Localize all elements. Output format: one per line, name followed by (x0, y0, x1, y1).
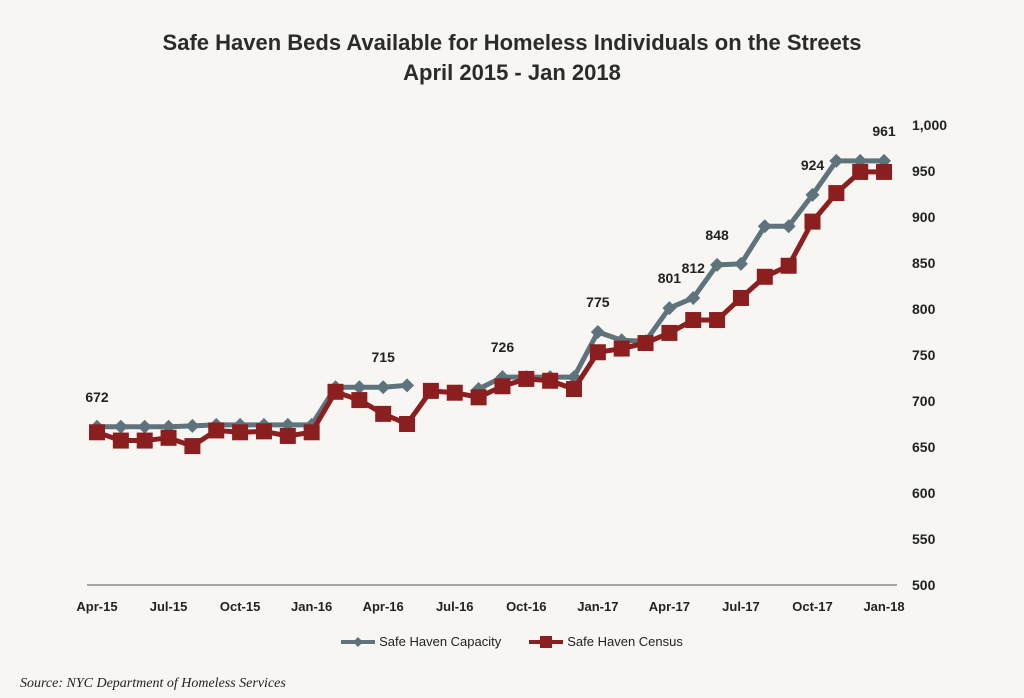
capacity-point (137, 419, 152, 434)
y-tick-label: 950 (912, 163, 936, 179)
census-point (637, 335, 654, 352)
census-point (876, 163, 893, 180)
data-label: 715 (372, 349, 396, 365)
legend-item-census: Safe Haven Census (529, 634, 683, 649)
source-note: Source: NYC Department of Homeless Servi… (20, 676, 286, 691)
data-label: 801 (658, 270, 682, 286)
y-tick-label: 500 (912, 577, 936, 593)
census-point (446, 384, 463, 401)
census-point (566, 381, 582, 398)
census-point (589, 344, 606, 361)
data-label: 775 (586, 294, 610, 310)
census-point (422, 382, 439, 399)
legend-swatch-census (529, 635, 564, 648)
data-label: 672 (85, 389, 109, 405)
capacity-point (781, 219, 796, 234)
census-point (351, 392, 368, 409)
census-point (732, 289, 749, 306)
x-tick-label: Oct-15 (220, 599, 260, 614)
chart-subtitle: April 2015 - Jan 2018 (403, 60, 621, 85)
x-tick-label: Oct-17 (792, 599, 832, 614)
census-point (303, 424, 320, 441)
census-point (375, 405, 392, 422)
census-point (613, 340, 630, 357)
y-tick-label: 1,000 (912, 117, 947, 133)
capacity-point (113, 419, 128, 434)
census-point (494, 378, 511, 395)
data-label: 726 (491, 339, 515, 355)
census-point (804, 213, 821, 230)
census-point (470, 389, 487, 406)
legend: Safe Haven Capacity Safe Haven Census (0, 634, 1024, 649)
x-tick-label: Apr-16 (363, 599, 404, 614)
y-tick-label: 850 (912, 255, 936, 271)
census-point (756, 268, 773, 285)
data-label: 924 (801, 157, 825, 173)
census-point (327, 383, 344, 400)
census-point (828, 185, 845, 202)
x-tick-label: Jan-16 (291, 599, 332, 614)
census-point (542, 372, 559, 389)
capacity-point (376, 380, 391, 395)
y-tick-label: 550 (912, 531, 936, 547)
y-tick-label: 800 (912, 301, 936, 317)
x-tick-label: Jan-18 (863, 599, 904, 614)
capacity-point (805, 187, 820, 202)
x-tick-label: Jul-16 (436, 599, 474, 614)
census-point (279, 427, 296, 444)
census-point (399, 416, 416, 432)
capacity-point (185, 418, 200, 433)
census-point (255, 423, 272, 440)
capacity-point (829, 153, 844, 168)
capacity-point (400, 378, 415, 393)
capacity-point (352, 380, 367, 395)
census-point (208, 422, 225, 439)
y-tick-label: 700 (912, 393, 936, 409)
x-tick-label: Jul-17 (722, 599, 760, 614)
y-tick-label: 750 (912, 347, 936, 363)
census-point (112, 432, 129, 449)
x-tick-label: Jan-17 (577, 599, 618, 614)
y-tick-label: 650 (912, 439, 936, 455)
data-label: 848 (705, 227, 729, 243)
data-label: 961 (872, 123, 896, 139)
legend-swatch-capacity (341, 636, 376, 647)
census-point (89, 424, 105, 441)
legend-label-census: Safe Haven Census (567, 634, 683, 649)
capacity-point (662, 301, 677, 316)
chart-title: Safe Haven Beds Available for Homeless I… (162, 30, 862, 55)
data-label: 812 (682, 260, 706, 276)
census-line (96, 169, 885, 449)
census-point (232, 424, 249, 441)
capacity-point (686, 290, 701, 305)
capacity-point (733, 256, 748, 271)
census-point (709, 312, 726, 329)
x-tick-label: Apr-15 (76, 599, 117, 614)
capacity-point (590, 325, 605, 339)
census-point (160, 429, 177, 446)
y-tick-label: 900 (912, 209, 936, 225)
census-point (136, 432, 153, 449)
capacity-point (710, 257, 725, 272)
census-point (780, 257, 797, 274)
census-point (184, 438, 201, 455)
census-point (661, 324, 678, 341)
census-point (685, 312, 702, 329)
census-point (518, 370, 535, 387)
x-tick-label: Apr-17 (649, 599, 690, 614)
capacity-point (757, 219, 772, 234)
x-tick-label: Jul-15 (150, 599, 188, 614)
census-point (852, 163, 869, 180)
x-tick-label: Oct-16 (506, 599, 546, 614)
y-tick-label: 600 (912, 485, 936, 501)
legend-item-capacity: Safe Haven Capacity (341, 634, 501, 649)
legend-label-capacity: Safe Haven Capacity (379, 634, 502, 649)
